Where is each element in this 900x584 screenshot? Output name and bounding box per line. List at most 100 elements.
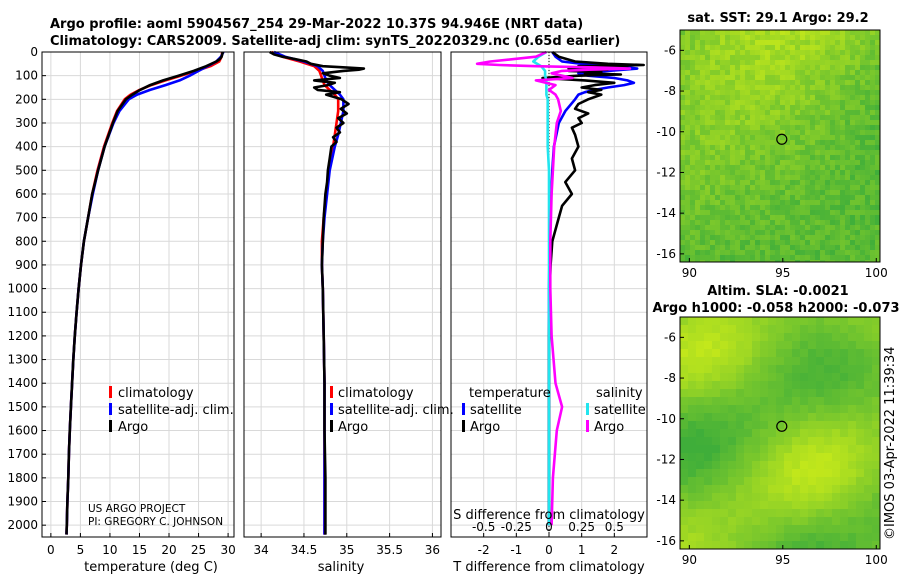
map-cell [680, 469, 689, 478]
map-cell [745, 130, 751, 136]
map-cell [832, 477, 841, 486]
map-cell [770, 45, 776, 51]
map-cell [792, 517, 801, 526]
map-cell [808, 493, 817, 502]
map-cell [760, 40, 766, 46]
map-cell [856, 461, 865, 470]
map-cell [770, 50, 776, 56]
map-cell [845, 140, 851, 146]
map-cell [712, 453, 721, 462]
map-cell [795, 125, 801, 131]
map-cell [845, 95, 851, 101]
map-cell [875, 30, 880, 36]
map-cell [860, 255, 866, 261]
map-cell [832, 349, 841, 358]
map-cell [760, 205, 766, 211]
map-cell [840, 65, 846, 71]
map-cell [835, 30, 841, 36]
map-cell [715, 145, 721, 151]
map-cell [830, 260, 836, 262]
map-cell [850, 240, 856, 246]
map-cell [776, 429, 785, 438]
map-cell [800, 493, 809, 502]
map-cell [835, 135, 841, 141]
map-cell [785, 200, 791, 206]
map-cell [695, 120, 701, 126]
map-cell [730, 35, 736, 41]
map-cell [832, 437, 841, 446]
map-cell [832, 469, 841, 478]
map-cell [725, 115, 731, 121]
map-cell [715, 170, 721, 176]
map-cell [856, 381, 865, 390]
map-cell [745, 245, 751, 251]
map-cell [705, 190, 711, 196]
map-cell [760, 165, 766, 171]
map-cell [752, 429, 761, 438]
map-cell [750, 245, 756, 251]
map-cell [750, 100, 756, 106]
map-cell [860, 260, 866, 262]
map-cell [864, 477, 873, 486]
map-cell [735, 155, 741, 161]
map-cell [685, 35, 691, 41]
x-tick-label: 35 [339, 543, 354, 557]
map-cell [775, 230, 781, 236]
map-cell [744, 349, 753, 358]
map-cell [790, 235, 796, 241]
map-cell [845, 155, 851, 161]
map-cell [785, 140, 791, 146]
map-cell [770, 100, 776, 106]
map-cell [785, 235, 791, 241]
map-cell [740, 85, 746, 91]
salinity-xticks: 34 34.5 35 35.5 36 [253, 533, 440, 557]
map-cell [745, 250, 751, 256]
map-cell [825, 245, 831, 251]
map-cell [864, 365, 873, 374]
map-cell [760, 50, 766, 56]
map-cell [704, 413, 713, 422]
map-cell [860, 135, 866, 141]
map-cell [696, 349, 705, 358]
map-cell [824, 477, 833, 486]
map-cell [770, 75, 776, 81]
map-cell [730, 165, 736, 171]
map-cell [795, 235, 801, 241]
map-cell [740, 260, 746, 262]
map-cell [704, 485, 713, 494]
map-cell [785, 215, 791, 221]
map-cell [815, 100, 821, 106]
map-cell [715, 90, 721, 96]
map-cell [830, 65, 836, 71]
map-cell [800, 45, 806, 51]
map-cell [776, 533, 785, 542]
map-cell [800, 135, 806, 141]
map-cell [835, 105, 841, 111]
map-cell [875, 180, 880, 186]
map-cell [855, 90, 861, 96]
map-cell [700, 140, 706, 146]
map-cell [760, 215, 766, 221]
map-cell [715, 115, 721, 121]
map-cell [696, 341, 705, 350]
map-cell [795, 155, 801, 161]
map-cell [810, 220, 816, 226]
map-cell [864, 341, 873, 350]
map-cell [815, 130, 821, 136]
map-cell [800, 35, 806, 41]
map-cell [730, 30, 736, 36]
map-cell [736, 541, 745, 549]
map-cell [860, 245, 866, 251]
map-cell [805, 80, 811, 86]
map-cell [808, 533, 817, 542]
map-cell [765, 180, 771, 186]
map-cell [770, 190, 776, 196]
map-cell [815, 250, 821, 256]
map-cell [860, 155, 866, 161]
map-cell [725, 185, 731, 191]
map-cell [755, 130, 761, 136]
map-cell [770, 130, 776, 136]
map-cell [770, 160, 776, 166]
map-cell [710, 85, 716, 91]
map-cell [704, 365, 713, 374]
